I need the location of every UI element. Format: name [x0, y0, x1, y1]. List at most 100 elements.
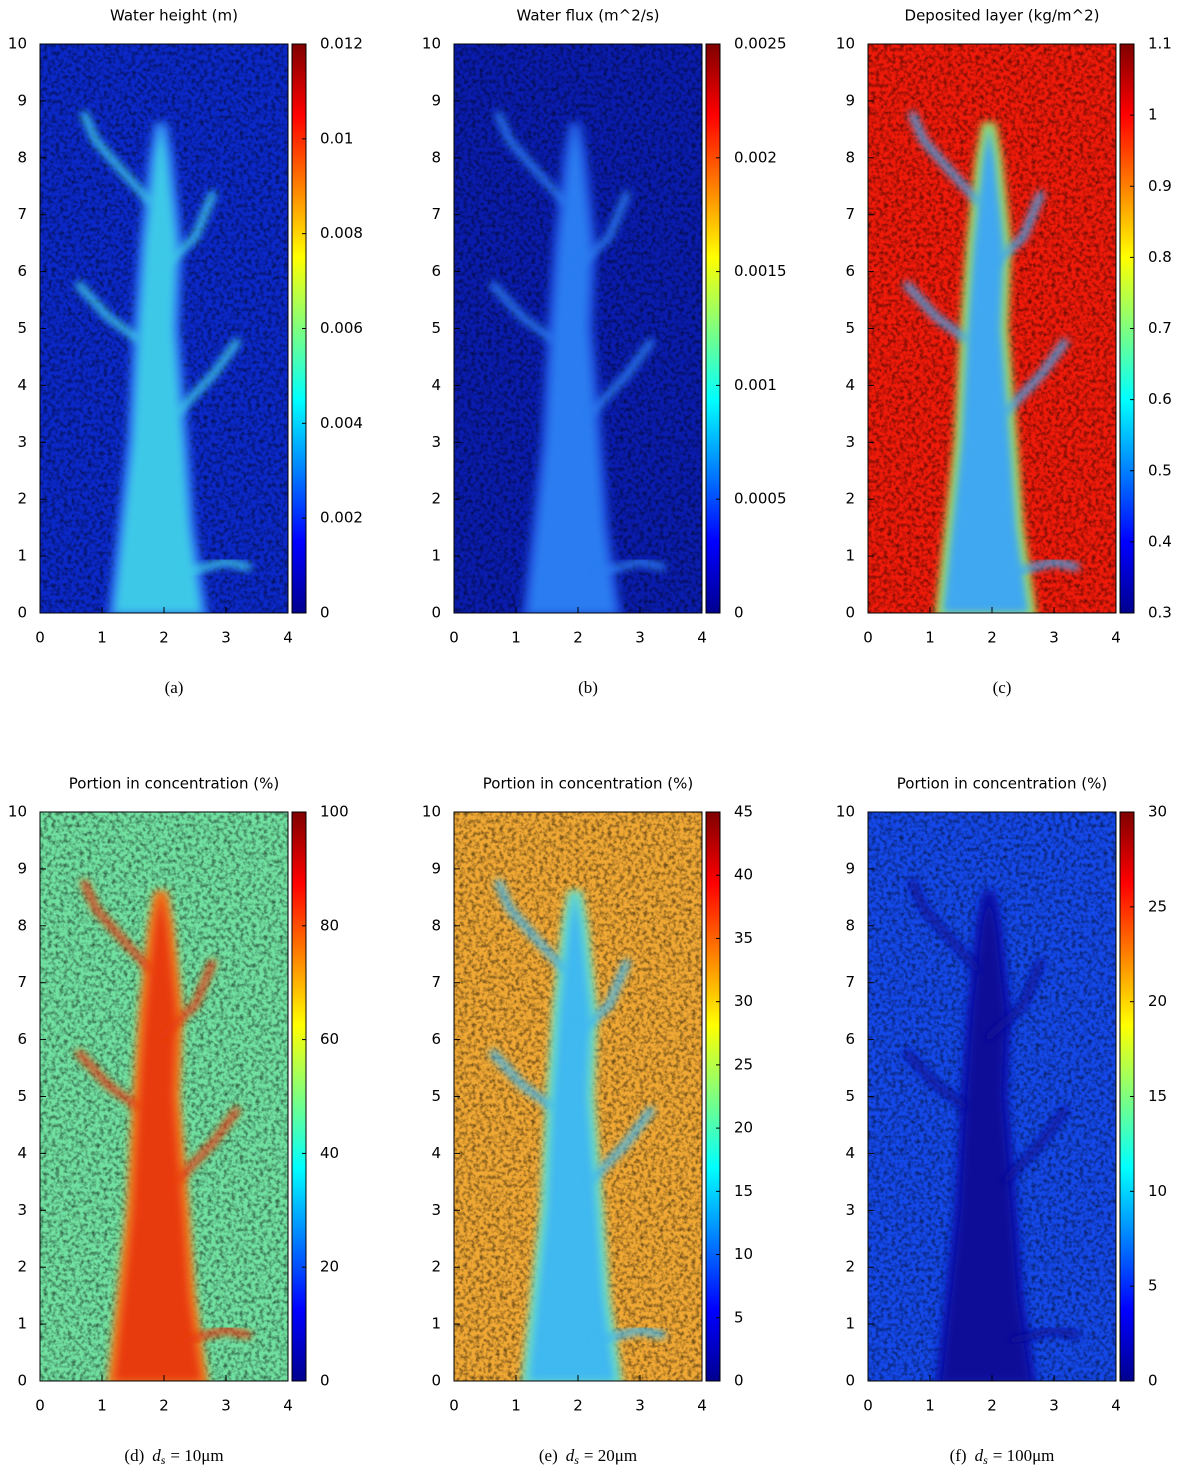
channel-branch: [173, 1105, 242, 1185]
y-tick-label: 9: [17, 859, 27, 877]
channel-branch: [74, 280, 142, 343]
x-tick-label: 3: [1049, 629, 1059, 647]
channel-branch: [173, 337, 242, 417]
colorbar-tick-label: 60: [320, 1030, 339, 1048]
y-tick-label: 8: [845, 916, 855, 934]
y-tick-label: 3: [17, 1201, 27, 1219]
x-tick-label: 0: [863, 629, 873, 647]
channel-branch: [494, 878, 569, 974]
x-tick-label: 2: [987, 629, 997, 647]
formula-rest: = 100μm: [993, 1446, 1055, 1465]
y-tick-label: 5: [845, 1087, 855, 1105]
panel: Portion in concentration (%)0 1 2 3 40123456…: [836, 775, 1167, 1467]
x-tick-label: 4: [283, 629, 293, 647]
y-tick-label: 0: [431, 1372, 441, 1390]
colorbar-tick-label: 20: [734, 1119, 753, 1137]
channel-branch: [80, 878, 155, 974]
x-tick-label: 0: [449, 629, 459, 647]
channel-branch: [80, 110, 155, 206]
channel: [528, 123, 616, 613]
colorbar-tick-label: 0.006: [320, 319, 363, 337]
channel-branch: [595, 1326, 666, 1345]
channel-branch: [488, 280, 556, 343]
channel-branch: [902, 280, 970, 343]
caption-label: (d): [124, 1446, 144, 1465]
y-tick-label: 1: [431, 547, 441, 565]
heatmap-image: [454, 812, 702, 1381]
colorbar: [705, 811, 721, 1382]
channel: [942, 123, 1030, 613]
channel-branch: [902, 1048, 970, 1111]
colorbar-tick-label: 0.0015: [734, 262, 787, 280]
y-tick-label: 3: [431, 433, 441, 451]
channel-branch: [595, 558, 666, 577]
colorbar-tick-label: 0.9: [1148, 177, 1172, 195]
colorbar-tick-label: 0: [734, 604, 744, 622]
colorbar-tick-label: 15: [1148, 1087, 1167, 1105]
y-tick-label: 10: [836, 803, 855, 821]
y-tick-label: 10: [422, 35, 441, 53]
y-tick-label: 0: [17, 604, 27, 622]
y-tick-label: 6: [431, 1030, 441, 1048]
colorbar-tick-label: 10: [734, 1245, 753, 1263]
x-tick-label: 1: [511, 629, 521, 647]
caption: (d) ds = 10μm: [124, 1446, 223, 1467]
colorbar-tick-label: 0.3: [1148, 604, 1172, 622]
colorbar-tick-label: 0.5: [1148, 461, 1172, 479]
x-tick-label: 1: [925, 1397, 935, 1415]
y-tick-label: 10: [8, 35, 27, 53]
colorbar-tick-label: 0.002: [734, 148, 777, 166]
channel-branch: [587, 1105, 656, 1185]
x-tick-label: 0: [35, 629, 45, 647]
colorbar-tick-label: 1: [1148, 106, 1158, 124]
x-tick-label: 2: [573, 1397, 583, 1415]
colorbar-tick-label: 15: [734, 1182, 753, 1200]
channel-branch: [1009, 558, 1080, 577]
channel-branch: [587, 337, 656, 417]
caption: (c): [993, 678, 1012, 697]
formula-rest: = 20μm: [584, 1446, 637, 1465]
y-tick-label: 7: [431, 205, 441, 223]
y-tick-label: 1: [845, 547, 855, 565]
channel-branch: [1001, 1105, 1070, 1185]
channel: [528, 891, 616, 1381]
colorbar-tick-label: 0.001: [734, 376, 777, 394]
colorbar-tick-label: 40: [734, 866, 753, 884]
y-tick-label: 6: [431, 262, 441, 280]
channel-branch: [908, 878, 983, 974]
y-tick-label: 5: [431, 1087, 441, 1105]
caption: (f) ds = 100μm: [950, 1446, 1055, 1467]
x-tick-label: 1: [97, 1397, 107, 1415]
y-tick-label: 8: [845, 148, 855, 166]
y-tick-label: 1: [845, 1315, 855, 1333]
y-tick-label: 9: [431, 859, 441, 877]
colorbar-tick-label: 100: [320, 803, 349, 821]
channel-branch: [569, 190, 631, 275]
x-tick-label: 4: [1111, 1397, 1121, 1415]
colorbar-tick-label: 0.008: [320, 224, 363, 242]
colorbar-tick-label: 0.4: [1148, 532, 1172, 550]
colorbar-tick-label: 80: [320, 916, 339, 934]
heatmap-image: [868, 812, 1116, 1381]
caption-label: (c): [993, 678, 1012, 697]
panel-title: Portion in concentration (%): [897, 775, 1107, 793]
panel: Deposited layer (kg/m^2) 0 1 2 3 4 0 1 2 3 4 5 6 7 8 9 1…: [836, 7, 1172, 697]
formula-var: d: [566, 1446, 575, 1465]
x-tick-label: 0: [449, 1397, 459, 1415]
channel-branch: [488, 1048, 556, 1111]
y-tick-label: 5: [17, 319, 27, 337]
caption-label: (b): [578, 678, 598, 697]
panel: Portion in concentration (%)0 1 2 3 40123456…: [422, 775, 753, 1467]
colorbar-tick-label: 0.004: [320, 414, 363, 432]
y-tick-label: 1: [431, 1315, 441, 1333]
y-tick-label: 8: [17, 916, 27, 934]
formula-sub: s: [574, 1453, 579, 1467]
heatmap-image: [868, 44, 1116, 613]
colorbar-tick-label: 0.012: [320, 35, 363, 53]
colorbar-tick-label: 0: [734, 1372, 744, 1390]
panel-title: Water flux (m^2/s): [516, 7, 659, 25]
caption-label: (a): [165, 678, 184, 697]
x-tick-label: 2: [159, 629, 169, 647]
colorbar-tick-label: 45: [734, 803, 753, 821]
